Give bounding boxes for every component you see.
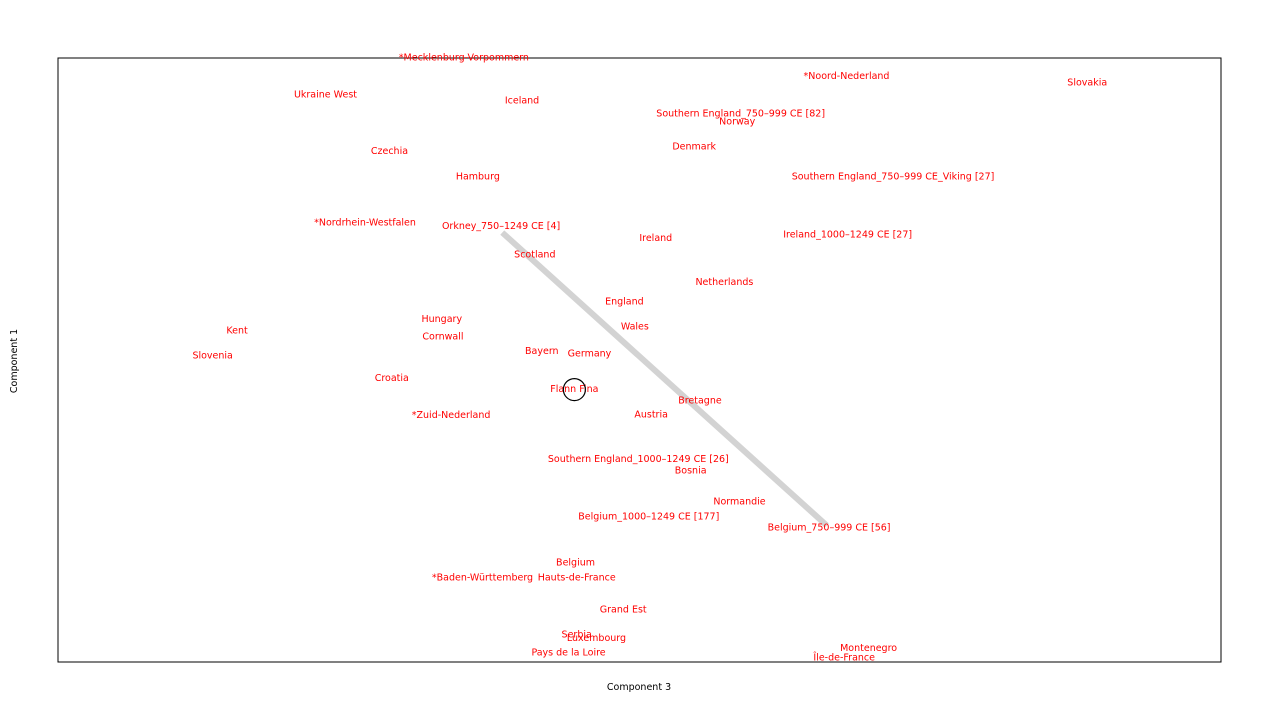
point-label: Grand Est	[600, 605, 647, 616]
point-label: Southern England_750–999 CE_Viking [27]	[792, 171, 995, 182]
point-label: *Zuid-Nederland	[412, 410, 491, 421]
point-label: Normandie	[713, 496, 765, 507]
point-label: Hungary	[422, 314, 463, 325]
point-label: Iceland	[505, 95, 539, 106]
point-label: Belgium_1000–1249 CE [177]	[578, 512, 719, 523]
point-label: *Mecklenburg-Vorpommern	[399, 53, 529, 64]
point-label: England	[605, 297, 644, 308]
point-label: Denmark	[672, 141, 716, 152]
y-axis-title: Component 1	[9, 329, 20, 393]
point-label: Ukraine West	[294, 89, 357, 100]
point-label: Pays de la Loire	[531, 647, 605, 658]
point-label: Slovenia	[192, 350, 232, 361]
point-label: Ireland_1000–1249 CE [27]	[783, 229, 912, 240]
point-label: Belgium	[556, 557, 595, 568]
x-axis-title: Component 3	[607, 682, 671, 693]
connector-line	[500, 230, 829, 528]
point-label: Germany	[568, 348, 612, 359]
point-label: Bosnia	[675, 466, 707, 477]
point-labels: *Mecklenburg-Vorpommern *Noord-Nederland S…	[192, 53, 1107, 664]
point-label: Hauts-de-France	[538, 573, 616, 584]
highlight-marker	[562, 377, 586, 402]
point-label: Bayern	[525, 346, 559, 357]
plot-frame	[57, 57, 1222, 663]
point-label: Luxembourg	[567, 633, 626, 644]
point-label: Southern England_1000–1249 CE [26]	[548, 454, 729, 465]
point-label: Hamburg	[456, 171, 500, 182]
point-label: Austria	[634, 409, 668, 420]
point-label: Wales	[621, 321, 649, 332]
point-label: *Nordrhein-Westfalen	[314, 217, 416, 228]
point-label: Flann Fina	[550, 384, 598, 395]
point-label: Bretagne	[678, 396, 722, 407]
point-label: *Noord-Nederland	[804, 71, 890, 82]
point-label: Île-de-France	[812, 651, 875, 663]
point-label: *Baden-Württemberg	[432, 573, 533, 584]
point-label: Croatia	[375, 373, 409, 384]
point-label: Slovakia	[1067, 77, 1107, 88]
point-label: Belgium_750–999 CE [56]	[768, 522, 891, 533]
point-label: Orkney_750–1249 CE [4]	[442, 221, 560, 232]
point-label: Norway	[719, 117, 755, 128]
point-label: Southern England_750–999 CE [82]	[656, 109, 825, 120]
point-label: Serbia	[562, 629, 592, 640]
point-label: Ireland	[639, 233, 672, 244]
point-label: Montenegro	[840, 643, 897, 654]
point-label: Scotland	[514, 249, 555, 260]
point-label: Czechia	[371, 146, 408, 157]
point-label: Netherlands	[695, 277, 753, 288]
point-label: Kent	[226, 326, 248, 337]
point-label: Cornwall	[422, 332, 463, 343]
